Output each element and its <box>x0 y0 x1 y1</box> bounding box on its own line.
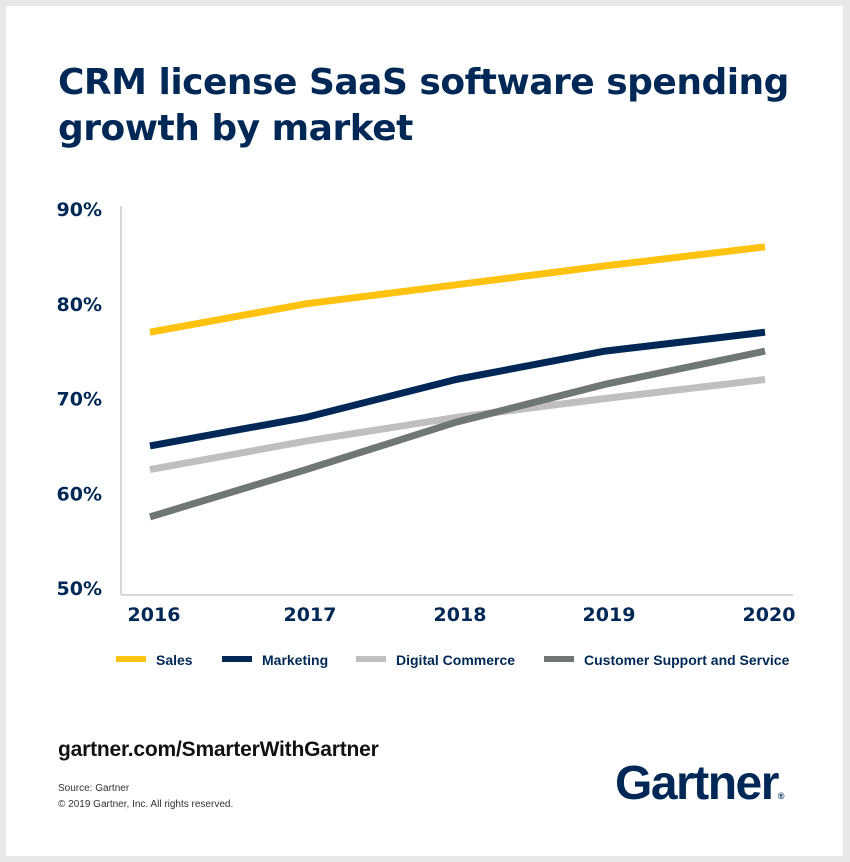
y-tick-label: 80% <box>57 294 102 316</box>
x-tick-label: 2018 <box>434 604 487 626</box>
line-chart: 50% 60% 70% 80% 90% 2016 2017 2018 2019 2020 Sal… <box>57 199 796 668</box>
y-tick-label: 90% <box>57 199 102 221</box>
legend-item: Marketing <box>222 652 328 668</box>
registered-mark-icon: ® <box>777 791 785 801</box>
legend-swatch <box>544 656 574 662</box>
series-lines <box>148 243 766 521</box>
chart-title: CRM license SaaS software spending growt… <box>58 62 789 149</box>
x-tick-label: 2020 <box>743 604 796 626</box>
website-url[interactable]: gartner.com/SmarterWithGartner <box>58 738 379 761</box>
legend-label: Sales <box>156 652 193 668</box>
axes <box>120 206 793 596</box>
source-note: Source: Gartner <box>58 783 130 794</box>
x-tick-label: 2017 <box>284 604 337 626</box>
legend-label: Customer Support and Service <box>584 652 790 668</box>
legend-item: Customer Support and Service <box>544 652 790 668</box>
legend-swatch <box>116 656 146 662</box>
legend-swatch <box>356 656 386 662</box>
series-line-customer-support-and-service <box>148 347 766 521</box>
legend-swatch <box>222 656 252 662</box>
logo-text: Gartner <box>615 757 779 810</box>
copyright-note: © 2019 Gartner, Inc. All rights reserved… <box>58 799 234 810</box>
series-line-digital-commerce <box>149 376 766 474</box>
legend-label: Digital Commerce <box>396 652 515 668</box>
y-axis-ticks: 50% 60% 70% 80% 90% <box>57 199 102 600</box>
x-axis-ticks: 2016 2017 2018 2019 2020 <box>128 604 796 626</box>
gartner-logo: Gartner® <box>615 756 785 811</box>
legend-item: Sales <box>116 652 193 668</box>
legend: Sales Marketing Digital Commerce Customer S… <box>116 652 790 668</box>
y-tick-label: 60% <box>57 483 102 505</box>
y-tick-label: 70% <box>57 389 102 411</box>
y-tick-label: 50% <box>57 578 102 600</box>
x-tick-label: 2016 <box>128 604 181 626</box>
x-tick-label: 2019 <box>583 604 636 626</box>
series-line-sales <box>149 243 766 336</box>
series-line-marketing <box>149 328 766 450</box>
legend-label: Marketing <box>262 652 328 668</box>
legend-item: Digital Commerce <box>356 652 515 668</box>
